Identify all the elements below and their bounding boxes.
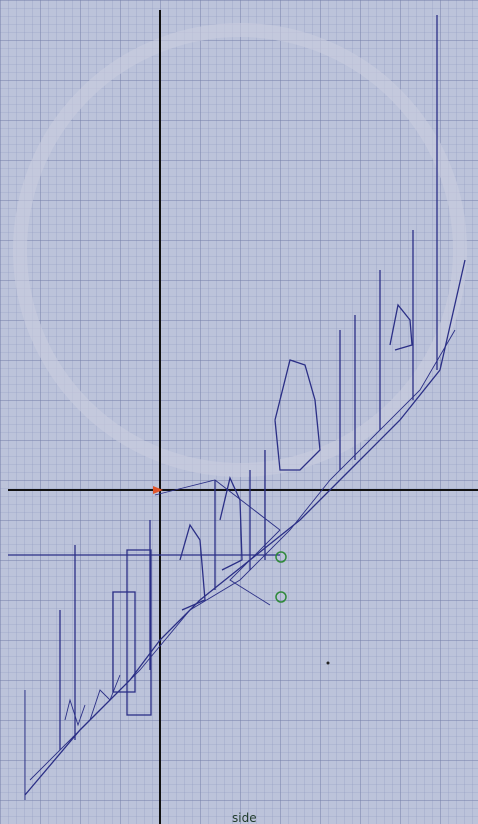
locator[interactable] xyxy=(275,551,287,563)
point xyxy=(326,661,330,665)
building xyxy=(389,303,413,351)
fence xyxy=(89,674,121,721)
watermark xyxy=(13,23,467,477)
building xyxy=(179,523,206,611)
building xyxy=(219,476,243,571)
wireframe-model xyxy=(8,15,466,800)
box xyxy=(112,591,136,693)
rope xyxy=(154,479,281,606)
building xyxy=(274,359,321,471)
locator[interactable] xyxy=(275,591,287,603)
fence xyxy=(64,698,86,727)
camera-marker[interactable] xyxy=(153,486,163,494)
view-label: side xyxy=(232,811,257,824)
box xyxy=(126,549,152,716)
